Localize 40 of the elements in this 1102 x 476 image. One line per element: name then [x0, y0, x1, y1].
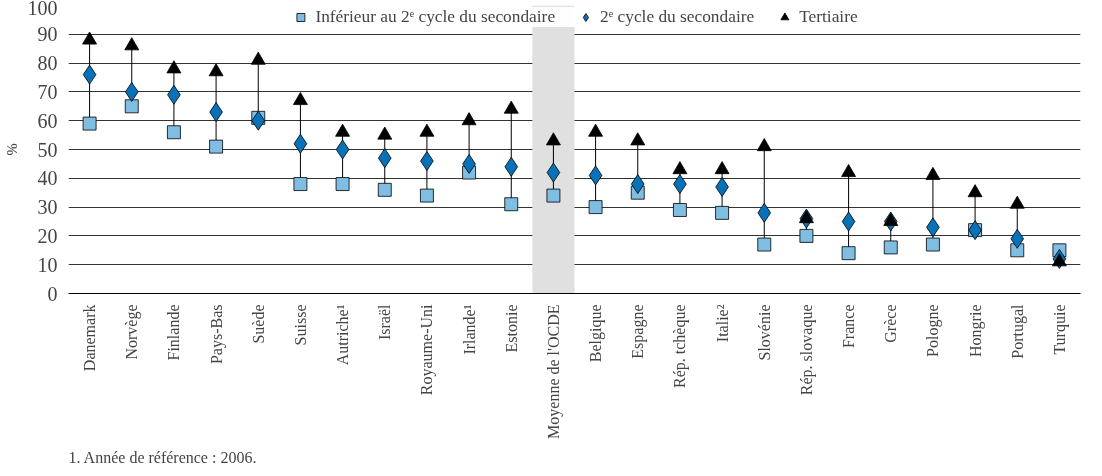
y-tick-label: 50	[37, 138, 58, 161]
legend-label: 2ᵉ cycle du secondaire	[600, 7, 755, 27]
x-tick-label: Pays-Bas	[207, 304, 226, 365]
y-axis-title: %	[3, 143, 20, 156]
y-tick-label: 100	[27, 0, 58, 19]
x-tick-label: Suisse	[291, 304, 309, 346]
y-tick-label: 70	[37, 80, 58, 103]
y-tick-label: 80	[37, 52, 58, 75]
legend-label: Tertiaire	[799, 7, 858, 27]
x-tick-label: Rép. slovaque	[797, 304, 816, 396]
y-tick-label: 0	[47, 282, 58, 305]
x-tick-label: Espagne	[629, 304, 648, 359]
x-tick-label: Autriche¹	[334, 304, 352, 366]
x-tick-label: Pologne	[924, 304, 943, 357]
x-tick-label: Danemark	[81, 304, 99, 372]
x-tick-label: France	[840, 304, 858, 349]
y-tick-label: 20	[37, 224, 58, 247]
y-tick-label: 60	[37, 109, 58, 132]
y-tick-label: 10	[37, 253, 58, 276]
y-tick-label: 30	[37, 196, 58, 219]
x-tick-label: Belgique	[587, 304, 606, 363]
x-tick-label: Israël	[376, 303, 394, 341]
text: 1. Année de référence : 2006.	[68, 448, 257, 466]
x-tick-label: Slovénie	[755, 304, 773, 361]
x-tick-label: Hongrie	[966, 304, 985, 357]
x-tick-label: Norvège	[123, 304, 142, 360]
x-tick-label: Suède	[249, 304, 267, 344]
x-tick-label: Estonie	[502, 304, 520, 353]
legend-label: Inférieur au 2ᵉ cycle du secondaire	[315, 7, 556, 27]
x-tick-label: Turquie	[1050, 304, 1069, 355]
y-tick-label: 90	[37, 23, 58, 46]
x-tick-label: Finlande	[165, 304, 183, 361]
x-tick-label: Grèce	[882, 304, 900, 343]
x-tick-label: Rép. tchèque	[671, 304, 690, 389]
x-tick-label: Royaume-Uni	[418, 303, 437, 396]
y-tick-label: 40	[37, 167, 58, 190]
x-tick-label: Irlande¹	[460, 304, 478, 355]
x-tick-label: Italie²	[713, 304, 731, 343]
x-tick-label: Portugal	[1008, 303, 1027, 359]
x-tick-label: Moyenne de l'OCDE	[544, 304, 563, 439]
